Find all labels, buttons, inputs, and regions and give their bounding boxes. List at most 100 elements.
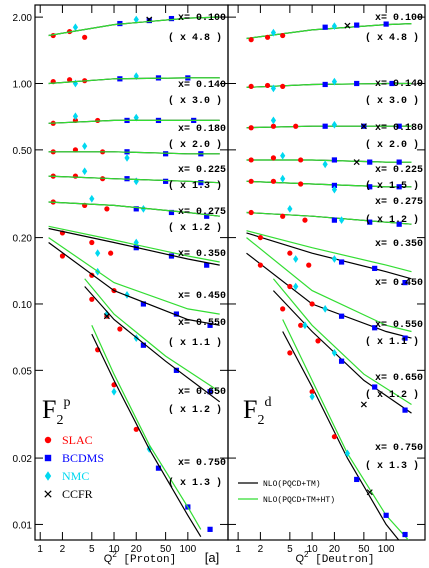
curve [48, 16, 221, 530]
point [280, 83, 286, 90]
point [264, 82, 271, 89]
point [322, 81, 328, 88]
point [309, 392, 315, 401]
x-tick-label: 10 [307, 544, 319, 555]
point [402, 407, 408, 413]
x-axis-label-sup: 2 [304, 550, 309, 559]
x-tick-label: 5 [287, 544, 293, 555]
y-tick-label: 0.10 [13, 300, 33, 311]
bin-label: ( x 1.1 ) [168, 337, 222, 349]
point [287, 250, 293, 256]
point [280, 151, 286, 160]
x-axis-label-main: Q [295, 553, 304, 565]
point [331, 77, 338, 86]
point [163, 178, 169, 184]
bin-label: ( x 4.8 ) [168, 32, 222, 44]
point [248, 157, 254, 163]
point [146, 17, 152, 24]
point [389, 80, 395, 87]
point [89, 239, 95, 246]
point [140, 204, 146, 213]
point [82, 142, 88, 151]
point [82, 34, 88, 40]
point [82, 167, 88, 176]
legend-label: NLO(PQCD+TM) [263, 480, 321, 489]
point [168, 209, 175, 216]
bin-label: x= 0.225 [178, 165, 226, 176]
bin-label: x= 0.140 [178, 80, 226, 91]
point [396, 159, 402, 165]
point [298, 322, 304, 328]
point [354, 476, 360, 483]
point [95, 249, 101, 258]
bin-label: x= 0.450 [178, 291, 226, 302]
x-tick-label: 2 [258, 544, 264, 555]
legend-marker [44, 436, 52, 444]
point [354, 22, 360, 28]
bin-label: x= 0.275 [375, 197, 423, 208]
y-tick-label: 0.50 [13, 146, 33, 157]
point [322, 24, 328, 30]
point [270, 178, 277, 184]
point [331, 185, 338, 194]
bin-label: x= 0.140 [375, 79, 423, 90]
bin-label: ( x 1.3 ) [168, 477, 222, 489]
x-tick-label: 10 [108, 544, 120, 555]
point [298, 181, 304, 187]
bin-label: x= 0.350 [178, 249, 226, 260]
x-tick-label: 5 [89, 544, 95, 555]
bin-label: ( x 2.0 ) [365, 139, 419, 151]
point [270, 123, 277, 129]
point [402, 531, 408, 538]
point [372, 384, 378, 390]
point [103, 313, 110, 320]
point [72, 112, 79, 121]
point [367, 219, 373, 225]
point [140, 342, 146, 348]
point [257, 262, 263, 268]
bin-label: ( x 1.2 ) [365, 214, 419, 226]
point [104, 310, 110, 318]
bin-label: x= 0.750 [178, 458, 226, 469]
point [66, 77, 73, 83]
bin-label: x= 0.275 [178, 207, 226, 218]
point [72, 79, 79, 88]
point [331, 434, 338, 440]
point [198, 180, 204, 186]
point [72, 147, 79, 153]
point [396, 184, 402, 190]
bin-label: x= 0.550 [178, 318, 226, 329]
point [322, 160, 328, 169]
point [133, 177, 139, 186]
bin-label: x= 0.180 [178, 124, 226, 135]
y-tick-label: 0.02 [13, 454, 33, 465]
bin-label: ( x 3.0 ) [365, 95, 419, 107]
point [155, 465, 162, 471]
point [396, 123, 402, 129]
point [293, 282, 299, 291]
bin-label: ( x 1.3 ) [365, 460, 419, 472]
point [302, 217, 308, 223]
x-tick-label: 50 [160, 544, 172, 555]
point [124, 153, 130, 162]
point [270, 116, 277, 125]
x-axis-label-main: Q [104, 553, 113, 565]
x-tick-label: 100 [378, 544, 395, 555]
point [207, 389, 213, 395]
point [338, 259, 345, 265]
point [133, 113, 139, 122]
bin-label: ( x 1.2 ) [168, 222, 222, 234]
point [117, 326, 123, 332]
point [108, 250, 114, 256]
point [59, 253, 66, 259]
point [270, 84, 277, 93]
point [287, 204, 293, 213]
point [280, 306, 286, 312]
point [168, 15, 175, 22]
point [89, 194, 95, 203]
legend-label: NMC [62, 469, 89, 483]
point [173, 367, 180, 373]
plot-area [246, 21, 412, 540]
point [287, 350, 293, 356]
point [257, 234, 263, 241]
